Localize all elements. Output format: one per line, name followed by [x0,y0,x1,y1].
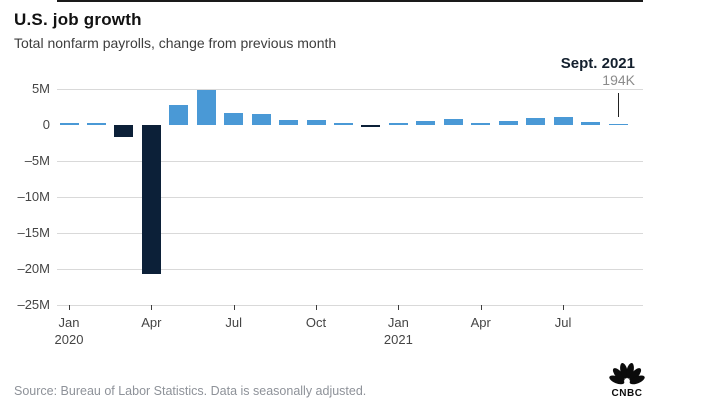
bar-sep-2021 [608,123,628,125]
x-tick-mark [480,305,482,310]
x-tick-label: Oct [284,314,348,331]
bar-sep-2020 [279,119,299,125]
bar-jan-2021 [388,123,408,125]
y-tick-label: –10M [17,189,50,204]
x-tick-mark [563,305,565,310]
x-tick-label: Apr [449,314,513,331]
x-tick-label: Jan 2021 [366,314,430,348]
y-tick-label: –25M [17,297,50,312]
x-tick-label: Jan 2020 [37,314,101,348]
bar-mar-2021 [443,119,463,125]
y-tick-label: 5M [31,81,50,96]
bar-mar-2020 [114,125,134,138]
y-tick-label: –20M [17,261,50,276]
annotation-callout-line [618,93,619,117]
y-tick-label: –15M [17,225,50,240]
peacock-icon [609,363,645,385]
bar-apr-2020 [141,125,161,275]
bar-may-2021 [498,120,518,125]
bar-may-2020 [169,104,189,125]
bar-jul-2021 [553,117,573,125]
cnbc-wordmark: CNBC [612,388,643,399]
gridline--10 [57,196,643,198]
bar-apr-2021 [471,123,491,125]
x-tick-month: Jul [554,315,572,330]
cnbc-logo: CNBC [609,363,645,399]
bar-dec-2020 [361,125,381,128]
y-tick-label: 0 [42,117,50,132]
x-tick-label: Jul [531,314,595,331]
bar-nov-2020 [334,122,353,125]
page-subtitle: Total nonfarm payrolls, change from prev… [14,35,337,51]
bar-feb-2021 [416,121,436,125]
bar-oct-2020 [306,120,326,125]
x-tick-month: Oct [305,315,327,330]
gridline--20 [57,268,643,270]
x-tick-mark [316,305,318,310]
bar-aug-2021 [581,122,601,125]
x-tick-year: 2021 [383,332,413,347]
annotation-sept-2021: Sept. 2021 194K [561,55,635,88]
y-tick-label: –5M [24,153,50,168]
gridline--5 [57,160,643,162]
x-tick-label: Jul [202,314,266,331]
annotation-label: Sept. 2021 [560,55,635,72]
gridline--25 [57,304,643,306]
bar-jan-2020 [59,123,79,125]
x-tick-label: Apr [119,314,183,331]
zero-axis-line [57,0,643,2]
x-tick-year: 2020 [54,332,84,347]
source-note: Source: Bureau of Labor Statistics. Data… [14,384,367,398]
x-tick-month: Jan [58,315,80,330]
x-tick-mark [233,305,235,310]
bar-jun-2020 [196,90,216,125]
bar-feb-2020 [86,123,106,125]
annotation-value: 194K [602,72,635,88]
x-tick-mark [69,305,70,310]
x-tick-month: Apr [470,315,491,330]
gridline--15 [57,232,643,234]
x-tick-mark [151,305,153,310]
page-title: U.S. job growth [14,10,142,29]
x-tick-month: Jan [387,315,409,330]
bar-jul-2020 [224,112,244,125]
x-tick-mark [398,305,400,310]
bar-aug-2020 [251,114,271,125]
x-tick-month: Jul [225,315,242,330]
gridline-5 [57,88,643,90]
bar-jun-2021 [526,118,546,125]
x-tick-month: Apr [141,315,162,330]
